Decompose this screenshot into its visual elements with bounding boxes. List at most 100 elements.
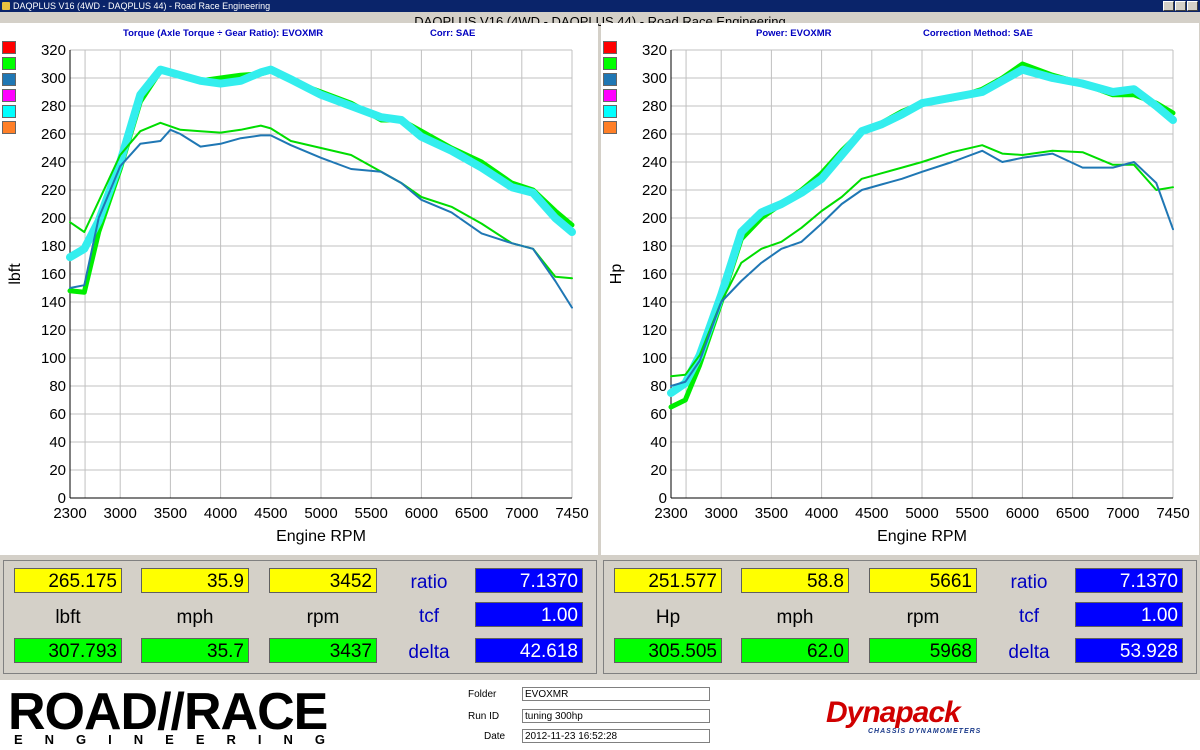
power-correction: Correction Method: SAE (923, 28, 1033, 39)
unit-label: Hp (655, 607, 681, 628)
y-tick-label: 320 (642, 42, 667, 59)
power-chart-panel: Power: EVOXMR Correction Method: SAE 0 20… (601, 23, 1199, 555)
x-tick-label: 6000 (1006, 505, 1039, 522)
window-title: DAQPLUS V16 (4WD - DAQPLUS 44) - Road Ra… (13, 1, 271, 11)
unit-label: rpm (906, 607, 940, 628)
series-line-3 (670, 149, 1174, 387)
window-titlebar: DAQPLUS V16 (4WD - DAQPLUS 44) - Road Ra… (0, 0, 1200, 12)
y-tick-label: 160 (41, 266, 66, 283)
y-tick-label: 260 (41, 126, 66, 143)
x-tick-label: 5500 (355, 505, 388, 522)
y-tick-label: 140 (642, 294, 667, 311)
engineering-wordmark: ENGINEERING (14, 732, 348, 747)
y-tick-label: 80 (49, 378, 66, 395)
x-tick-label: 7000 (1106, 505, 1139, 522)
x-tick-label: 6500 (455, 505, 488, 522)
torque-correction: Corr: SAE (430, 28, 476, 39)
ratio-value: 7.1370 (475, 568, 583, 593)
y-tick-label: 80 (650, 378, 667, 395)
x-tick-label: 2300 (654, 505, 687, 522)
y-tick-label: 60 (650, 406, 667, 423)
x-tick-label: 5000 (905, 505, 938, 522)
legend-swatch-orange[interactable] (2, 121, 16, 134)
legend-swatch-green[interactable] (2, 57, 16, 70)
readout-value: 307.793 (14, 638, 122, 663)
x-axis-label: Engine RPM (877, 528, 967, 545)
y-tick-label: 240 (642, 154, 667, 171)
torque-chart-panel: Torque (Axle Torque ÷ Gear Ratio): EVOXM… (0, 23, 598, 555)
unit-label: mph (176, 607, 214, 628)
legend-swatches-right (603, 41, 617, 137)
x-tick-label: 7000 (505, 505, 538, 522)
x-tick-label: 4500 (254, 505, 287, 522)
footer: ROAD//RACE ENGINEERING Folder EVOXMR Run… (0, 680, 1200, 750)
y-tick-label: 300 (642, 70, 667, 87)
legend-swatch-magenta[interactable] (2, 89, 16, 102)
delta-value: 53.928 (1075, 638, 1183, 663)
legend-swatch-cyan[interactable] (2, 105, 16, 118)
x-tick-label: 4000 (805, 505, 838, 522)
power-subtitle: Power: EVOXMR (756, 28, 832, 39)
y-tick-label: 220 (41, 182, 66, 199)
x-tick-label: 3000 (705, 505, 738, 522)
x-tick-label: 3000 (104, 505, 137, 522)
unit-label: rpm (306, 607, 340, 628)
x-tick-label: 6000 (405, 505, 438, 522)
torque-chart: 0 20 40 60 80 100 120 140 160 180 200 220 240 260 280 3… (7, 42, 589, 545)
folder-field[interactable]: EVOXMR (522, 687, 710, 701)
series-line-2 (670, 144, 1174, 378)
y-tick-label: 100 (41, 350, 66, 367)
date-field[interactable]: 2012-11-23 16:52:28 (522, 729, 710, 743)
x-tick-label: 2300 (53, 505, 86, 522)
readout-value: 3437 (269, 638, 377, 663)
y-tick-label: 260 (642, 126, 667, 143)
legend-swatch-orange[interactable] (603, 121, 617, 134)
delta-label: delta (1008, 642, 1050, 663)
x-tick-label: 4000 (204, 505, 237, 522)
y-tick-label: 320 (41, 42, 66, 59)
y-tick-label: 100 (642, 350, 667, 367)
y-tick-label: 0 (659, 490, 667, 507)
y-tick-label: 20 (650, 462, 667, 479)
x-tick-label: 3500 (755, 505, 788, 522)
legend-swatch-green[interactable] (603, 57, 617, 70)
tcf-label: tcf (418, 606, 440, 627)
folder-label: Folder (468, 689, 497, 700)
y-tick-label: 60 (49, 406, 66, 423)
legend-swatch-red[interactable] (2, 41, 16, 54)
torque-subtitle: Torque (Axle Torque ÷ Gear Ratio): EVOXM… (123, 28, 324, 39)
legend-swatch-magenta[interactable] (603, 89, 617, 102)
unit-label: lbft (55, 607, 81, 628)
legend-swatch-cyan[interactable] (603, 105, 617, 118)
readout-value: 35.9 (141, 568, 249, 593)
x-tick-label: 7450 (1156, 505, 1189, 522)
readout-value: 5661 (869, 568, 977, 593)
delta-value: 42.618 (475, 638, 583, 663)
ratio-value: 7.1370 (1075, 568, 1183, 593)
tcf-value: 1.00 (1075, 602, 1183, 627)
ratio-label: ratio (410, 572, 448, 593)
y-tick-label: 0 (58, 490, 66, 507)
power-readout-panel: 251.577 58.8 5661 Hp mph rpm 305.505 62.… (603, 560, 1197, 674)
maximize-button[interactable] (1175, 1, 1186, 11)
y-tick-label: 160 (642, 266, 667, 283)
unit-label: mph (776, 607, 814, 628)
y-tick-label: 280 (642, 98, 667, 115)
x-tick-label: 5000 (304, 505, 337, 522)
close-button[interactable] (1187, 1, 1198, 11)
y-tick-label: 200 (41, 210, 66, 227)
legend-swatch-red[interactable] (603, 41, 617, 54)
y-tick-label: 20 (49, 462, 66, 479)
y-tick-label: 40 (49, 434, 66, 451)
y-tick-label: 180 (41, 238, 66, 255)
dynapack-logo: Dynapack (826, 696, 961, 729)
readout-value: 5968 (869, 638, 977, 663)
legend-swatch-blue[interactable] (2, 73, 16, 86)
series-line-3 (69, 128, 573, 309)
y-axis-label: lbft (7, 263, 24, 285)
tcf-label: tcf (1018, 606, 1040, 627)
delta-label: delta (408, 642, 450, 663)
legend-swatch-blue[interactable] (603, 73, 617, 86)
runid-field[interactable]: tuning 300hp (522, 709, 710, 723)
minimize-button[interactable] (1163, 1, 1174, 11)
